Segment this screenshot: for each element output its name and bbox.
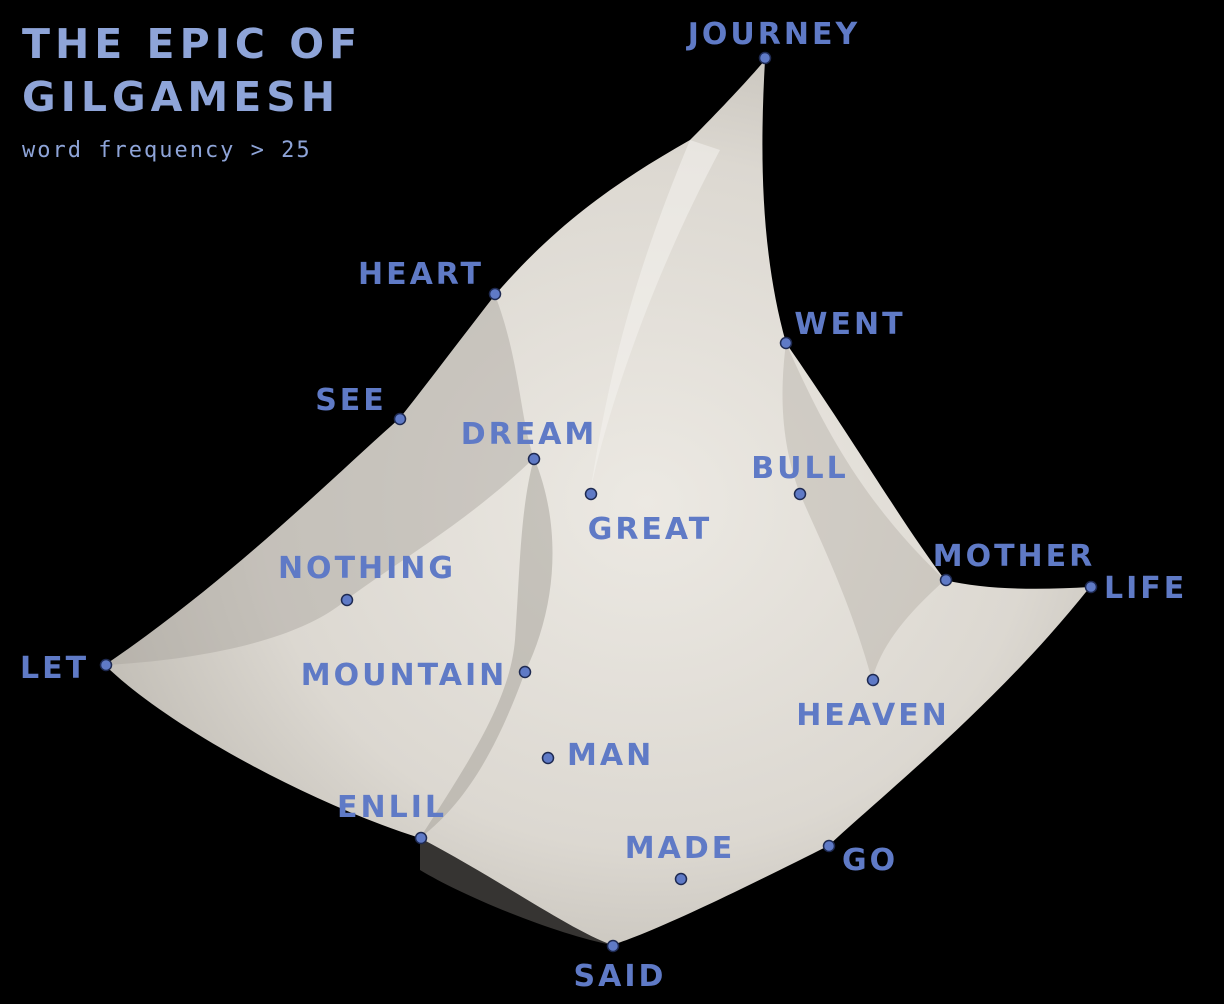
word-label-journey: JOURNEY <box>686 17 860 52</box>
word-point-made <box>674 872 688 886</box>
word-point-heaven <box>866 673 880 687</box>
fold-shadow-right <box>782 343 945 680</box>
word-label-said: SAID <box>574 959 667 994</box>
word-label-heaven: HEAVEN <box>796 698 950 733</box>
word-label-see: SEE <box>315 383 387 418</box>
word-point-life <box>1084 580 1098 594</box>
word-label-went: WENT <box>794 307 905 342</box>
word-point-let <box>99 658 113 672</box>
word-point-enlil <box>414 831 428 845</box>
word-point-went <box>779 336 793 350</box>
word-point-journey <box>758 51 772 65</box>
word-label-life: LIFE <box>1104 571 1187 606</box>
title-line-1: THE EPIC OF <box>22 20 363 68</box>
word-label-enlil: ENLIL <box>337 790 447 825</box>
word-label-mother: MOTHER <box>933 539 1096 574</box>
title-line-2: GILGAMESH <box>22 73 341 121</box>
diagram-subtitle: word frequency > 25 <box>22 138 312 163</box>
word-point-nothing <box>340 593 354 607</box>
word-point-great <box>584 487 598 501</box>
word-label-made: MADE <box>625 831 735 866</box>
word-label-man: MAN <box>567 738 654 773</box>
fold-shadow-center <box>420 458 553 838</box>
word-label-mountain: MOUNTAIN <box>301 658 507 693</box>
word-label-heart: HEART <box>358 257 484 292</box>
word-label-go: GO <box>842 843 898 878</box>
word-point-mountain <box>518 665 532 679</box>
word-label-great: GREAT <box>588 512 713 547</box>
word-point-go <box>822 839 836 853</box>
fold-shadow-left <box>105 295 534 665</box>
word-point-dream <box>527 452 541 466</box>
fold-shadow-bottom <box>420 838 612 945</box>
diagram-title: THE EPIC OF GILGAMESH <box>22 18 362 124</box>
word-label-bull: BULL <box>751 451 848 486</box>
word-point-said <box>606 939 620 953</box>
word-point-bull <box>793 487 807 501</box>
word-label-dream: DREAM <box>461 417 598 452</box>
word-point-see <box>393 412 407 426</box>
word-point-mother <box>939 573 953 587</box>
word-point-heart <box>488 287 502 301</box>
word-label-nothing: NOTHING <box>278 551 456 586</box>
word-point-man <box>541 751 555 765</box>
word-label-let: LET <box>20 651 89 686</box>
clay-surface <box>105 60 1090 945</box>
